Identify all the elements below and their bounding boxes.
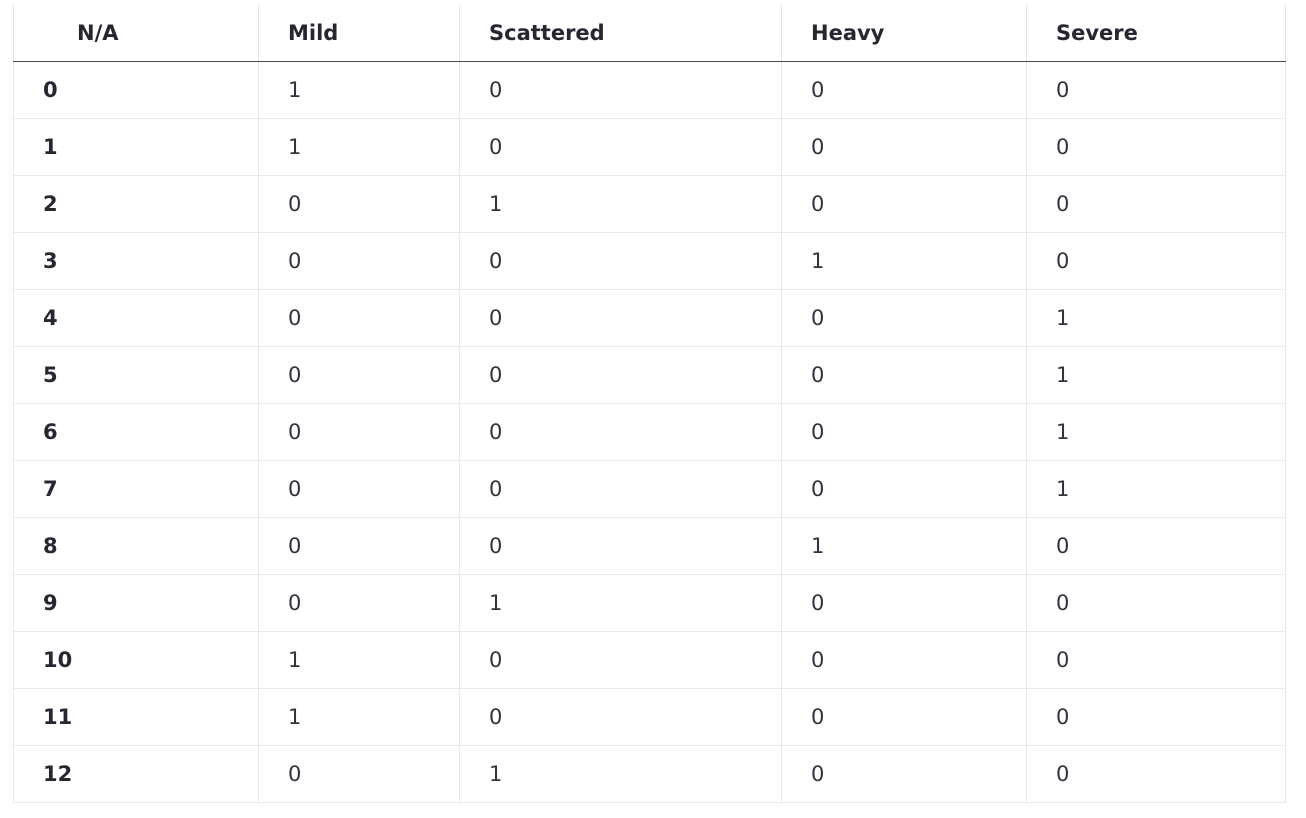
table-cell[interactable]: 0 [781, 745, 1027, 803]
table-cell[interactable]: 1 [781, 232, 1027, 290]
table-cell[interactable]: 0 [258, 460, 460, 518]
table-cell[interactable]: 0 [258, 745, 460, 803]
table-cell[interactable]: 0 [1026, 175, 1286, 233]
row-index: 1 [13, 118, 259, 176]
row-index: 4 [13, 289, 259, 347]
row-index: 5 [13, 346, 259, 404]
table-row: 12 0 1 0 0 [13, 745, 1286, 803]
table-cell[interactable]: 1 [258, 688, 460, 746]
column-header-heavy[interactable]: Heavy [781, 5, 1027, 62]
column-header-scattered[interactable]: Scattered [459, 5, 782, 62]
table-cell[interactable]: 0 [1026, 517, 1286, 575]
table-cell[interactable]: 0 [459, 688, 782, 746]
table-cell[interactable]: 0 [781, 403, 1027, 461]
table-cell[interactable]: 0 [1026, 631, 1286, 689]
table-cell[interactable]: 0 [258, 232, 460, 290]
table-cell[interactable]: 0 [781, 118, 1027, 176]
table-cell[interactable]: 0 [781, 574, 1027, 632]
row-index: 0 [13, 61, 259, 119]
table-cell[interactable]: 0 [1026, 232, 1286, 290]
table-cell[interactable]: 1 [459, 745, 782, 803]
table-cell[interactable]: 0 [459, 61, 782, 119]
row-index: 7 [13, 460, 259, 518]
row-index: 11 [13, 688, 259, 746]
table-cell[interactable]: 0 [1026, 574, 1286, 632]
table-cell[interactable]: 0 [1026, 118, 1286, 176]
table-row: 10 1 0 0 0 [13, 631, 1286, 689]
table-cell[interactable]: 1 [258, 631, 460, 689]
table-cell[interactable]: 1 [1026, 460, 1286, 518]
table-cell[interactable]: 0 [459, 118, 782, 176]
table-cell[interactable]: 0 [1026, 61, 1286, 119]
table-cell[interactable]: 0 [1026, 745, 1286, 803]
table-cell[interactable]: 0 [781, 61, 1027, 119]
row-index: 10 [13, 631, 259, 689]
table-cell[interactable]: 1 [1026, 403, 1286, 461]
row-index: 9 [13, 574, 259, 632]
table-cell[interactable]: 1 [1026, 289, 1286, 347]
table-cell[interactable]: 1 [258, 61, 460, 119]
row-index: 6 [13, 403, 259, 461]
row-index: 2 [13, 175, 259, 233]
table-cell[interactable]: 1 [459, 574, 782, 632]
table-cell[interactable]: 0 [459, 460, 782, 518]
table-cell[interactable]: 1 [1026, 346, 1286, 404]
table-cell[interactable]: 0 [459, 346, 782, 404]
column-header-mild[interactable]: Mild [258, 5, 460, 62]
table-cell[interactable]: 0 [258, 346, 460, 404]
table-cell[interactable]: 0 [459, 232, 782, 290]
table-cell[interactable]: 0 [258, 574, 460, 632]
table-cell[interactable]: 0 [258, 175, 460, 233]
table-cell[interactable]: 0 [781, 688, 1027, 746]
table-cell[interactable]: 0 [459, 631, 782, 689]
column-header-na[interactable]: N/A [13, 5, 259, 62]
column-header-severe[interactable]: Severe [1026, 5, 1286, 62]
table-cell[interactable]: 0 [459, 403, 782, 461]
table-cell[interactable]: 0 [781, 289, 1027, 347]
header-row: N/A Mild Scattered Heavy Severe [13, 5, 1286, 62]
table-cell[interactable]: 0 [781, 175, 1027, 233]
row-index: 3 [13, 232, 259, 290]
table-cell[interactable]: 0 [258, 517, 460, 575]
table-cell[interactable]: 1 [258, 118, 460, 176]
row-index: 8 [13, 517, 259, 575]
row-index: 12 [13, 745, 259, 803]
table-cell[interactable]: 1 [459, 175, 782, 233]
table-cell[interactable]: 0 [781, 346, 1027, 404]
table-cell[interactable]: 0 [781, 631, 1027, 689]
table-cell[interactable]: 0 [1026, 688, 1286, 746]
table-row: 11 1 0 0 0 [13, 688, 1286, 746]
table-cell[interactable]: 0 [258, 289, 460, 347]
table-cell[interactable]: 1 [781, 517, 1027, 575]
table-cell[interactable]: 0 [781, 460, 1027, 518]
table-header: N/A Mild Scattered Heavy Severe [13, 5, 1286, 62]
table-cell[interactable]: 0 [258, 403, 460, 461]
table-cell[interactable]: 0 [459, 289, 782, 347]
table-cell[interactable]: 0 [459, 517, 782, 575]
